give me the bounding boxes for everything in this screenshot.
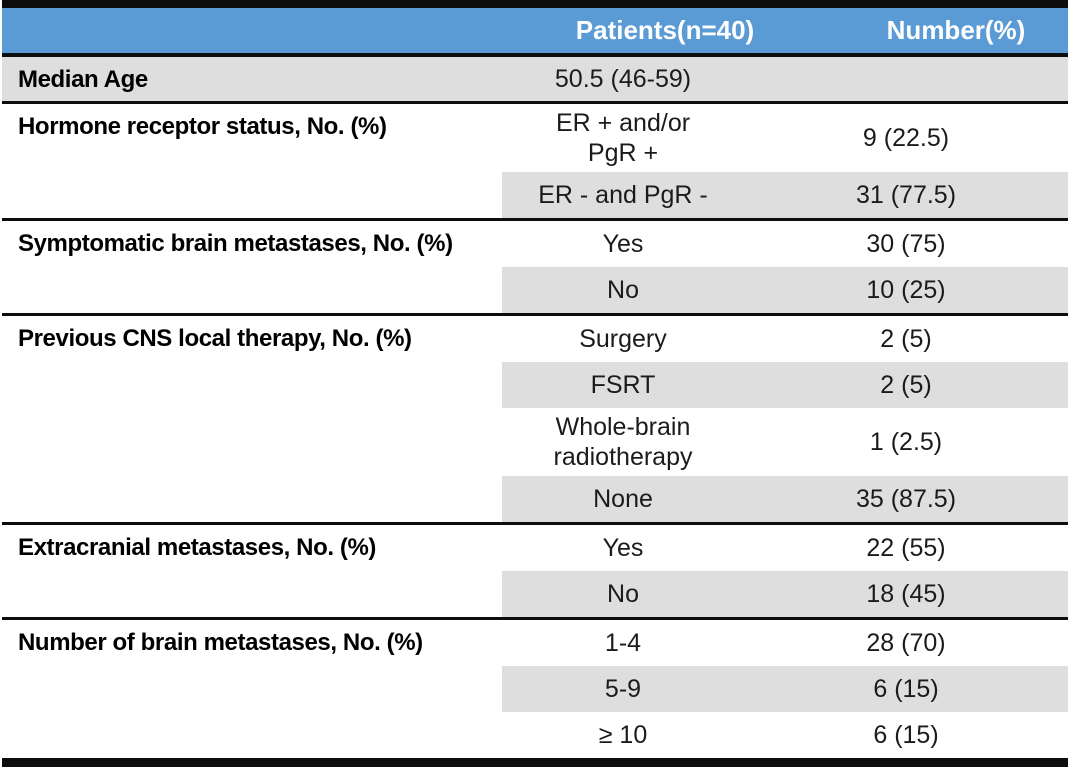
number-cell: 22 (55): [866, 534, 946, 562]
number-cell: 2 (5): [744, 362, 1068, 408]
row-label-hormone-receptor-status: Hormone receptor status, No. (%): [18, 113, 387, 140]
category-cell: ER + and/or PgR +: [555, 109, 691, 167]
number-cell: 6 (15): [873, 721, 939, 749]
section-previous-cns-local-therapy: Previous CNS local therapy, No. (%) Surge…: [2, 316, 1068, 522]
number-cell: 6 (15): [744, 666, 1068, 712]
category-cell: No: [502, 571, 744, 617]
category-cell: FSRT: [502, 362, 744, 408]
section-median-age: Median Age 50.5 (46-59): [2, 57, 1068, 101]
number-cell: 35 (87.5): [744, 476, 1068, 522]
section-hormone-receptor-status: Hormone receptor status, No. (%) ER + and…: [2, 104, 1068, 218]
category-cell: 1-4: [604, 629, 642, 657]
category-cell: ≥ 10: [598, 721, 648, 749]
table-top-border: [2, 0, 1068, 8]
patient-characteristics-table: Patients(n=40) Number(%) Median Age 50.5 …: [2, 0, 1068, 767]
header-bottom-border: [2, 53, 1068, 57]
number-cell: 31 (77.5): [744, 172, 1068, 218]
category-cell: Surgery: [579, 325, 667, 353]
section-divider: [2, 522, 1068, 525]
section-divider: [2, 218, 1068, 221]
number-cell: 30 (75): [866, 230, 946, 258]
table-bottom-border: [2, 758, 1068, 767]
category-cell: 50.5 (46-59): [502, 57, 744, 101]
header-cell-empty: [2, 8, 502, 53]
row-label-previous-cns-local-therapy: Previous CNS local therapy, No. (%): [18, 325, 412, 352]
row-label-symptomatic-brain-metastases: Symptomatic brain metastases, No. (%): [18, 230, 453, 257]
row-label-median-age: Median Age: [2, 57, 502, 101]
section-divider: [2, 617, 1068, 620]
number-cell: 1 (2.5): [869, 428, 943, 456]
category-cell: Whole-brain radiotherapy: [553, 413, 693, 471]
header-cell-number: Number(%): [886, 15, 1026, 45]
table-body: Median Age 50.5 (46-59) Hormone receptor s…: [2, 57, 1068, 758]
section-divider: [2, 313, 1068, 316]
table-header-row: Patients(n=40) Number(%): [2, 8, 1068, 53]
section-symptomatic-brain-metastases: Symptomatic brain metastases, No. (%) Yes…: [2, 221, 1068, 313]
category-cell: Yes: [602, 534, 644, 562]
number-cell: 28 (70): [866, 629, 946, 657]
number-cell: 2 (5): [880, 325, 932, 353]
section-number-of-brain-metastases: Number of brain metastases, No. (%) 1-4 28…: [2, 620, 1068, 758]
category-cell: ER - and PgR -: [502, 172, 744, 218]
row-label-extracranial-metastases: Extracranial metastases, No. (%): [18, 534, 377, 561]
number-cell: 9 (22.5): [862, 124, 950, 152]
row-label-number-of-brain-metastases: Number of brain metastases, No. (%): [18, 629, 423, 656]
header-cell-patients: Patients(n=40): [575, 15, 755, 45]
section-extracranial-metastases: Extracranial metastases, No. (%) Yes 22 (5…: [2, 525, 1068, 617]
number-cell: [744, 57, 1068, 101]
category-cell: 5-9: [502, 666, 744, 712]
number-cell: 10 (25): [744, 267, 1068, 313]
section-divider: [2, 101, 1068, 104]
category-cell: None: [502, 476, 744, 522]
category-cell: Yes: [602, 230, 644, 258]
number-cell: 18 (45): [744, 571, 1068, 617]
category-cell: No: [502, 267, 744, 313]
